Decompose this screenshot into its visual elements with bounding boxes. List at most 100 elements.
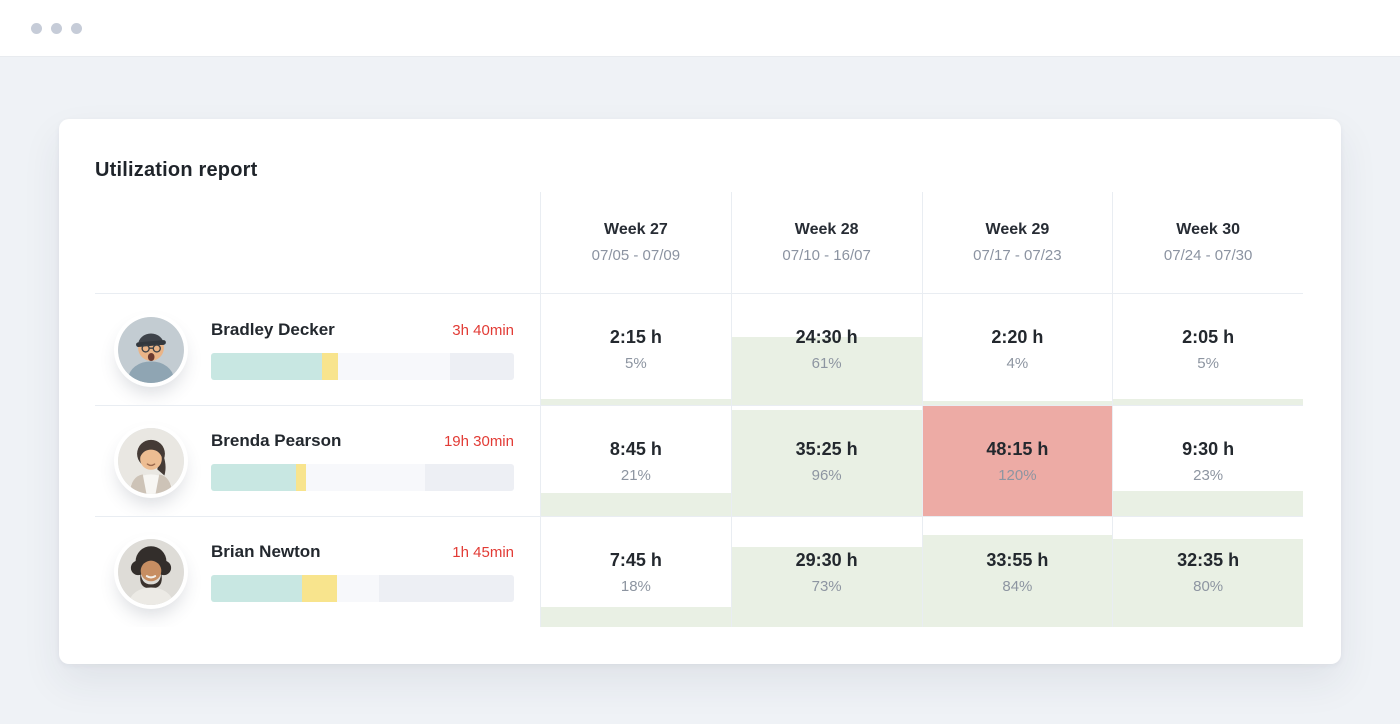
week-range: 07/17 - 07/23 xyxy=(973,247,1062,264)
week-cell: 9:30 h 23% xyxy=(1112,405,1303,516)
bar-segment xyxy=(379,575,514,602)
member-avatar xyxy=(118,539,184,605)
week-label: Week 29 xyxy=(985,221,1050,238)
week-range: 07/24 - 07/30 xyxy=(1163,247,1253,264)
bar-segment xyxy=(336,575,380,602)
cell-utilization-fill xyxy=(731,337,922,405)
week-cell: 29:30 h 73% xyxy=(730,516,922,627)
cell-percent: 4% xyxy=(1006,355,1029,372)
member-info: Bradley Decker 3h 40min xyxy=(211,320,514,380)
week-label: Week 28 xyxy=(794,221,859,238)
window-control-dots xyxy=(31,22,82,34)
cell-hours: 2:05 h xyxy=(1182,327,1235,347)
member-name: Brenda Pearson xyxy=(211,431,342,450)
member-info: Brenda Pearson 19h 30min xyxy=(211,431,514,491)
bar-segment xyxy=(450,352,514,380)
cell-percent: 5% xyxy=(1197,355,1219,372)
bar-segment xyxy=(338,352,451,380)
cell-utilization-fill xyxy=(922,534,1113,627)
member-row-name-cell: Bradley Decker 3h 40min xyxy=(95,294,540,405)
bar-segment xyxy=(211,352,322,380)
member-name-row: Bradley Decker 3h 40min xyxy=(211,320,514,340)
page-title: Utilization report xyxy=(95,159,258,181)
cell-percent: 5% xyxy=(625,355,647,372)
cell-hours: 29:30 h xyxy=(795,549,858,570)
week-cell: 7:45 h 18% xyxy=(540,516,731,627)
cell-hours: 32:35 h xyxy=(1177,549,1240,570)
cell-hours: 8:45 h xyxy=(609,438,662,459)
window-dot-icon xyxy=(31,22,42,34)
member-info: Brian Newton 1h 45min xyxy=(211,542,514,602)
utilization-bar xyxy=(211,352,514,380)
member-time-label: 3h 40min xyxy=(452,321,514,339)
report-table: Week 27 07/05 - 07/09 Week 28 07/10 - 16/07… xyxy=(95,192,1303,627)
cell-percent: 120% xyxy=(998,466,1037,484)
cell-hours: 35:25 h xyxy=(795,438,858,459)
cell-percent: 96% xyxy=(811,466,842,484)
cell-hours: 48:15 h xyxy=(986,438,1049,459)
week-range: 07/05 - 07/09 xyxy=(591,247,681,264)
cell-percent: 84% xyxy=(1002,577,1033,595)
week-header: Week 29 07/17 - 07/23 xyxy=(921,192,1113,294)
week-cell: 8:45 h 21% xyxy=(540,405,731,516)
cell-hours: 24:30 h xyxy=(795,327,858,347)
cell-utilization-fill xyxy=(731,546,922,627)
header-spacer-cell xyxy=(95,192,540,294)
avatar-photo-man-with-afro xyxy=(118,539,184,605)
member-name-row: Brian Newton 1h 45min xyxy=(211,542,514,562)
cell-percent: 18% xyxy=(620,577,651,595)
cell-utilization-fill xyxy=(1113,490,1303,516)
utilization-report-card: Utilization report Week 27 07/05 - 07/09 W… xyxy=(59,119,1341,664)
cell-utilization-fill xyxy=(541,607,731,627)
member-time-label: 1h 45min xyxy=(452,544,514,561)
cell-utilization-fill xyxy=(731,410,922,516)
week-cell: 24:30 h 61% xyxy=(730,294,922,405)
member-name-row: Brenda Pearson 19h 30min xyxy=(211,431,514,451)
week-cell: 2:20 h 4% xyxy=(921,294,1113,405)
bar-segment xyxy=(306,464,425,491)
cell-percent: 23% xyxy=(1193,466,1224,484)
member-row-name-cell: Brian Newton 1h 45min xyxy=(95,516,540,627)
cell-percent: 73% xyxy=(811,577,842,595)
window-title-bar xyxy=(0,0,1400,57)
avatar-photo-man-with-cap xyxy=(118,316,184,383)
bar-segment xyxy=(295,464,307,491)
cell-hours: 7:45 h xyxy=(609,549,662,570)
window-dot-icon xyxy=(51,22,62,34)
cell-hours: 2:20 h xyxy=(991,327,1044,347)
week-range: 07/10 - 16/07 xyxy=(782,247,871,264)
avatar-photo-woman-dark-hair xyxy=(118,428,184,494)
utilization-bar xyxy=(211,464,514,491)
cell-utilization-fill xyxy=(922,400,1113,405)
cell-hours: 9:30 h xyxy=(1182,438,1235,459)
cell-percent: 80% xyxy=(1193,577,1224,595)
bar-segment xyxy=(424,464,514,491)
week-header: Week 27 07/05 - 07/09 xyxy=(540,192,731,294)
week-label: Week 30 xyxy=(1176,221,1240,238)
bar-segment xyxy=(321,352,339,380)
week-cell: 33:55 h 84% xyxy=(921,516,1113,627)
member-row-name-cell: Brenda Pearson 19h 30min xyxy=(95,405,540,516)
cell-utilization-fill xyxy=(922,406,1113,516)
bar-segment xyxy=(301,575,337,602)
cell-hours: 2:15 h xyxy=(609,327,662,347)
week-cell: 2:05 h 5% xyxy=(1112,294,1303,405)
utilization-bar xyxy=(211,575,514,602)
member-name: Bradley Decker xyxy=(211,319,335,339)
window-dot-icon xyxy=(71,22,82,34)
cell-hours: 33:55 h xyxy=(986,549,1049,570)
member-time-label: 19h 30min xyxy=(443,433,514,450)
member-name: Brian Newton xyxy=(211,542,321,561)
week-label: Week 27 xyxy=(604,221,668,238)
cell-utilization-fill xyxy=(1113,539,1303,627)
week-cell: 48:15 h 120% xyxy=(921,405,1113,516)
week-cell: 35:25 h 96% xyxy=(730,405,922,516)
cell-utilization-fill xyxy=(1113,399,1303,405)
cell-utilization-fill xyxy=(541,492,731,516)
cell-utilization-fill xyxy=(541,399,731,405)
week-cell: 32:35 h 80% xyxy=(1112,516,1303,627)
cell-percent: 21% xyxy=(620,466,651,484)
bar-segment xyxy=(211,575,302,602)
cell-percent: 61% xyxy=(811,355,842,372)
week-header: Week 28 07/10 - 16/07 xyxy=(730,192,922,294)
